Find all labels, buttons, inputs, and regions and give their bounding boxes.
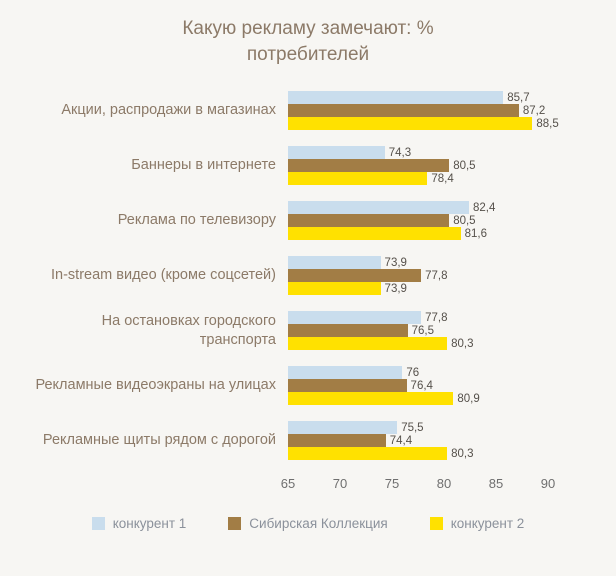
value-label: 85,7 <box>507 91 530 104</box>
bar-series-1: 87,2 <box>288 104 545 118</box>
value-label: 76,5 <box>411 324 434 337</box>
bar-series-2: 88,5 <box>288 117 559 131</box>
category-label: Акции, распродажи в магазинах <box>61 102 276 119</box>
legend-swatch <box>429 517 443 531</box>
value-label: 78,4 <box>431 172 454 185</box>
category-label: In-stream видео (кроме соцсетей) <box>51 267 276 284</box>
bar-group: 77,8 76,5 80,3 <box>288 311 548 351</box>
category-label: Баннеры в интернете <box>131 157 276 174</box>
x-tick-label: 70 <box>332 476 348 492</box>
legend-swatch <box>91 517 105 531</box>
value-label: 76 <box>406 366 420 379</box>
legend-item: конкурент 1 <box>91 516 187 532</box>
value-label: 82,4 <box>472 201 496 214</box>
chart-row: Акции, распродажи в магазинах 85,7 87,2 88,… <box>26 91 616 131</box>
x-axis: 65 70 75 80 85 90 <box>281 476 555 494</box>
value-label: 73,9 <box>384 282 407 295</box>
value-label: 80,9 <box>457 392 480 405</box>
bar-series-2: 78,4 <box>288 172 454 186</box>
bar-group: 75,5 74,4 80,3 <box>288 421 548 461</box>
chart-title: Какую рекламу замечают: % потребителей <box>182 18 434 65</box>
value-label: 74,4 <box>389 434 413 447</box>
x-tick-label: 90 <box>540 476 556 492</box>
bar-series-2: 80,3 <box>288 447 474 461</box>
legend-item: конкурент 2 <box>429 516 525 532</box>
value-label: 74,3 <box>388 146 412 159</box>
bar-group: 76 76,4 80,9 <box>288 366 548 406</box>
category-label: Рекламные видеоэкраны на улицах <box>35 377 276 394</box>
bar-group: 82,4 80,5 81,6 <box>288 201 548 241</box>
value-label: 87,2 <box>522 104 546 117</box>
chart-row: Реклама по телевизору 82,4 80,5 81,6 <box>26 201 616 241</box>
category-label: Рекламные щиты рядом с дорогой <box>42 432 276 449</box>
bar-chart: Акции, распродажи в магазинах 85,7 87,2 88,… <box>0 91 616 461</box>
chart-row: In-stream видео (кроме соцсетей) 73,9 77,8… <box>26 256 616 296</box>
bar-series-2: 80,3 <box>288 337 474 351</box>
value-label: 81,6 <box>464 227 488 240</box>
value-label: 77,8 <box>425 311 448 324</box>
legend-swatch <box>228 517 242 531</box>
chart-row: Рекламные видеоэкраны на улицах 76 76,4 80,… <box>26 366 616 406</box>
bar-series-1: 76,5 <box>288 324 434 338</box>
legend-label: конкурент 2 <box>450 516 525 532</box>
value-label: 88,5 <box>536 117 559 130</box>
legend-label: конкурент 1 <box>112 516 187 532</box>
bar-series-1: 74,4 <box>288 434 412 448</box>
value-label: 80,5 <box>453 159 476 172</box>
legend-label: Сибирская Коллекция <box>249 516 388 532</box>
value-label: 80,3 <box>451 337 474 350</box>
bar-series-0: 74,3 <box>288 146 411 160</box>
legend-item: Сибирская Коллекция <box>228 516 388 532</box>
legend: конкурент 1 Сибирская Коллекция конкурент … <box>0 516 616 531</box>
bar-series-1: 80,5 <box>288 159 476 173</box>
bar-series-0: 75,5 <box>288 421 424 435</box>
bar-series-2: 81,6 <box>288 227 487 241</box>
bar-series-0: 76 <box>288 366 419 380</box>
bar-series-0: 85,7 <box>288 91 530 105</box>
value-label: 80,3 <box>451 447 474 460</box>
value-label: 77,8 <box>425 269 448 282</box>
value-label: 80,5 <box>453 214 476 227</box>
value-label: 75,5 <box>401 421 424 434</box>
bar-series-1: 76,4 <box>288 379 433 393</box>
x-tick-label: 80 <box>436 476 452 492</box>
bar-group: 73,9 77,8 73,9 <box>288 256 548 296</box>
chart-row: Баннеры в интернете 74,3 80,5 78,4 <box>26 146 616 186</box>
bar-series-1: 77,8 <box>288 269 448 283</box>
bar-series-0: 73,9 <box>288 256 407 270</box>
bar-series-0: 77,8 <box>288 311 448 325</box>
chart-row: Рекламные щиты рядом с дорогой 75,5 74,4 80… <box>26 421 616 461</box>
bar-series-1: 80,5 <box>288 214 476 228</box>
bar-series-2: 73,9 <box>288 282 407 296</box>
category-label: Реклама по телевизору <box>117 212 276 229</box>
category-label: На остановках городского транспорта <box>101 312 276 348</box>
value-label: 76,4 <box>410 379 433 392</box>
x-tick-label: 65 <box>280 476 296 492</box>
x-tick-label: 75 <box>384 476 400 492</box>
value-label: 73,9 <box>384 256 407 269</box>
x-tick-label: 85 <box>488 476 504 492</box>
bar-group: 74,3 80,5 78,4 <box>288 146 548 186</box>
bar-series-0: 82,4 <box>288 201 495 215</box>
chart-row: На остановках городского транспорта 77,8 7… <box>26 311 616 351</box>
bar-group: 85,7 87,2 88,5 <box>288 91 559 131</box>
bar-series-2: 80,9 <box>288 392 480 406</box>
